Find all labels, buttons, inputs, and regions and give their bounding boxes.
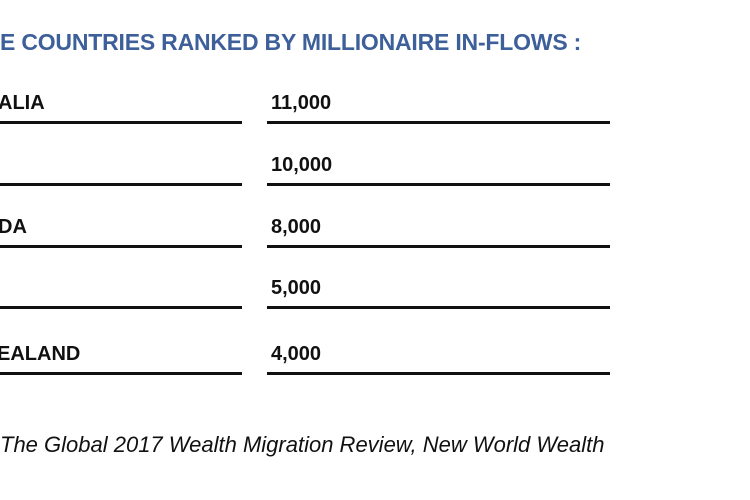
country-cell: EALAND — [0, 342, 242, 375]
country-name: ALIA — [0, 92, 45, 114]
country-cell — [0, 276, 242, 309]
table-row: DA 8,000 — [0, 215, 750, 248]
inflow-value: 5,000 — [271, 277, 322, 299]
source-citation: The Global 2017 Wealth Migration Review,… — [0, 432, 605, 457]
value-cell: 4,000 — [267, 342, 610, 375]
country-cell — [0, 153, 242, 186]
table-row: ALIA 11,000 — [0, 91, 750, 124]
value-cell: 8,000 — [267, 215, 610, 248]
table-row: EALAND 4,000 — [0, 342, 750, 375]
page-title: E COUNTRIES RANKED BY MILLIONAIRE IN-FLO… — [0, 29, 582, 55]
inflow-value: 10,000 — [271, 154, 333, 176]
value-cell: 10,000 — [267, 153, 610, 186]
table-row: 5,000 — [0, 276, 750, 309]
country-cell: DA — [0, 215, 242, 248]
inflow-value: 8,000 — [271, 216, 322, 238]
inflow-value: 4,000 — [271, 343, 322, 365]
country-name: EALAND — [0, 343, 81, 365]
inflow-value: 11,000 — [271, 92, 332, 114]
value-cell: 11,000 — [267, 91, 610, 124]
value-cell: 5,000 — [267, 276, 610, 309]
country-name: DA — [0, 216, 27, 238]
table-row: 10,000 — [0, 153, 750, 186]
country-cell: ALIA — [0, 91, 242, 124]
